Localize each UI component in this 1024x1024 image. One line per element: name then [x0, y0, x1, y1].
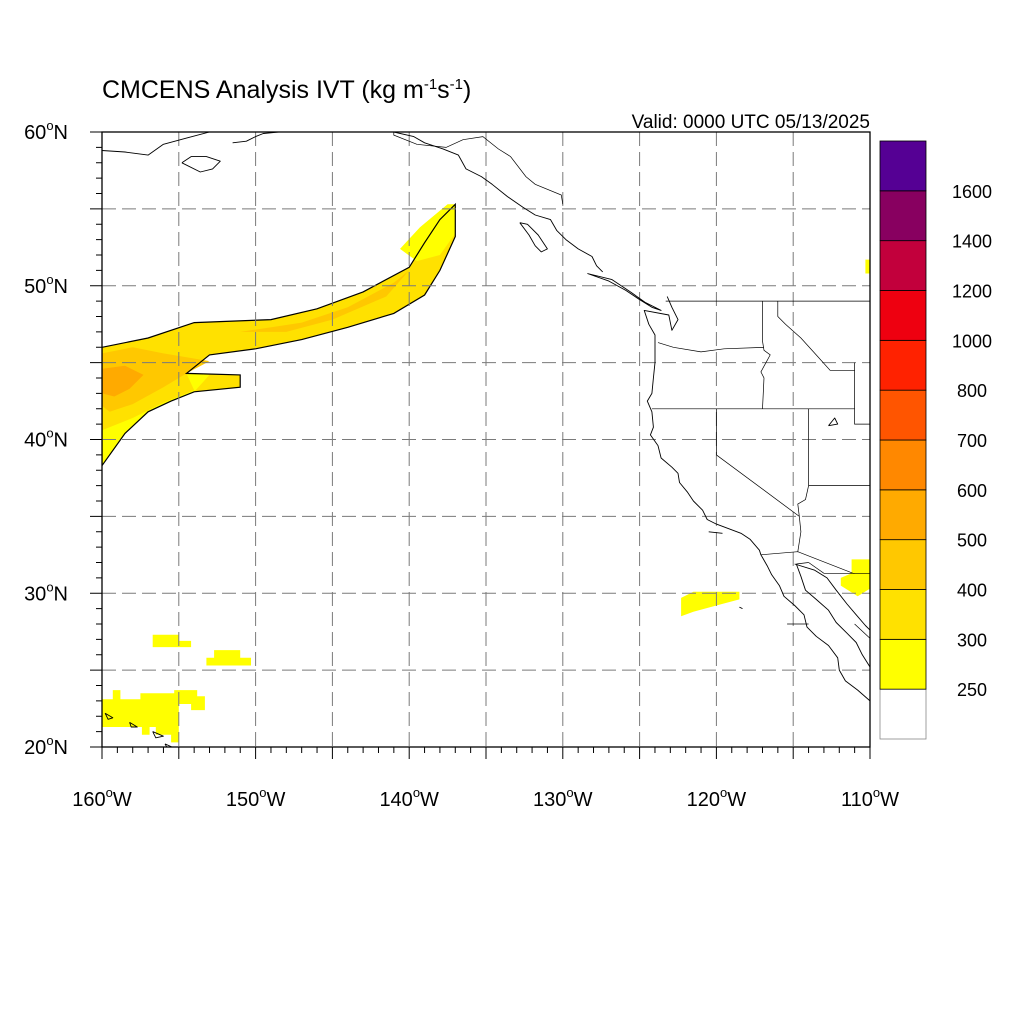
coastline — [739, 606, 743, 610]
coastline — [869, 136, 870, 138]
colorbar-swatch — [879, 389, 927, 441]
coastline — [232, 132, 279, 144]
ivt-region-mexico-blob — [840, 559, 870, 597]
lon-label: 140oW — [379, 785, 439, 811]
colorbar-label: 400 — [957, 581, 987, 601]
colorbar-swatch — [879, 339, 927, 391]
colorbar-label: 1400 — [952, 232, 992, 252]
ivt-region-northeast-edge-blob — [865, 259, 870, 274]
axis-ticks — [90, 131, 871, 759]
lon-label: 120oW — [687, 785, 747, 811]
border-line — [797, 408, 809, 517]
coastline — [102, 132, 210, 156]
lon-label: 130oW — [533, 785, 593, 811]
colorbar-label: 800 — [957, 381, 987, 401]
ivt-region-east-coast-blob — [681, 591, 740, 617]
ivt-region-atmospheric-river — [102, 204, 456, 466]
map-area: 160oW 150oW 140oW 130oW 120oW 110oW 60oN 50oN 4… — [24, 118, 899, 811]
colorbar-swatch — [879, 140, 927, 192]
colorbar-swatch — [879, 638, 927, 690]
border-line — [760, 301, 771, 409]
border-line — [808, 562, 855, 574]
coastline — [708, 531, 723, 534]
longitude-labels: 160oW 150oW 140oW 130oW 120oW 110oW — [72, 785, 899, 811]
ivt-region-hawaii-blob-b — [206, 650, 251, 666]
border-line — [657, 342, 765, 353]
graticule-grid — [102, 132, 870, 747]
lat-label: 20oN — [24, 733, 68, 759]
coastline — [152, 731, 164, 739]
coastline — [181, 156, 221, 173]
coastline — [519, 222, 548, 253]
colorbar-swatch — [879, 589, 927, 640]
border-line — [777, 301, 855, 371]
border-line — [393, 132, 564, 205]
coastline — [795, 563, 870, 668]
colorbar-label: 250 — [957, 680, 987, 700]
colorbar-label: 1000 — [952, 331, 992, 351]
colorbar-label: 500 — [957, 531, 987, 551]
border-line — [760, 551, 870, 574]
border-line — [797, 516, 802, 552]
colorbar-swatch — [879, 190, 927, 242]
lon-label: 110oW — [841, 785, 899, 811]
colorbar-label: 1600 — [952, 182, 992, 202]
lat-label: 30oN — [24, 579, 68, 605]
latitude-labels: 60oN 50oN 40oN 30oN 20oN — [24, 118, 68, 759]
colorbar-label: 1200 — [952, 282, 992, 302]
coastline — [104, 712, 114, 720]
lat-label: 50oN — [24, 272, 68, 298]
lat-label: 60oN — [24, 118, 68, 144]
ivt-region-ar-inner-yellow — [240, 270, 410, 332]
colorbar-label: 700 — [957, 431, 987, 451]
lon-label: 150oW — [226, 785, 286, 811]
colorbar-swatch — [879, 688, 927, 740]
border-line — [796, 562, 809, 565]
map-title: CMCENS Analysis IVT (kg m-1s-1) — [102, 76, 471, 104]
coastlines — [102, 132, 870, 747]
ivt-region-ar-deep-orange-core — [102, 365, 144, 397]
colorbar-swatch — [879, 240, 927, 291]
colorbar-swatch — [879, 539, 927, 590]
political-borders — [393, 132, 870, 639]
ivt-colorbar: 250 300 400 500 600 700 800 1000 1200 1400 1600 — [879, 140, 992, 740]
colorbar-label: 600 — [957, 481, 987, 501]
ivt-region-hawaii-blob-a — [152, 634, 192, 648]
border-line — [854, 362, 870, 425]
coastline — [304, 132, 604, 273]
ivt-region-ar-orange-core — [102, 347, 210, 412]
colorbar-swatch — [879, 290, 927, 341]
colorbar-swatch — [879, 439, 927, 491]
lat-label: 40oN — [24, 426, 68, 452]
ivt-shading-layer — [102, 202, 870, 743]
coastline — [587, 273, 662, 311]
coastline — [828, 417, 839, 427]
colorbar-swatch — [879, 489, 927, 541]
ivt-contour-outline — [102, 202, 456, 467]
coastline — [129, 722, 138, 728]
border-line — [716, 408, 800, 517]
colorbar-label: 300 — [957, 630, 987, 650]
border-line — [854, 623, 870, 639]
lon-label: 160oW — [72, 785, 132, 811]
valid-time-label: Valid: 0000 UTC 05/13/2025 — [632, 112, 870, 133]
coastline — [643, 296, 870, 702]
coastline — [794, 563, 870, 631]
